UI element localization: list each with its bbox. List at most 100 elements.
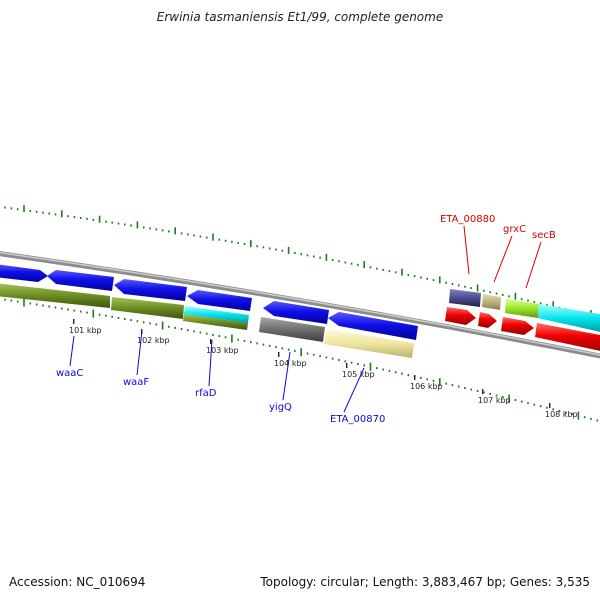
minor-tick [407,273,410,276]
gene-label-waaf: waaF [123,377,149,388]
major-tick [363,261,365,269]
minor-tick [193,234,195,237]
minor-tick [369,266,372,269]
minor-tick [218,238,221,241]
minor-tick [502,395,504,398]
minor-tick [596,419,599,422]
minor-tick [363,364,365,367]
minor-tick [470,388,473,391]
minor-tick [407,374,410,377]
major-tick [98,215,101,223]
minor-tick [489,291,491,294]
minor-tick [10,299,13,302]
minor-tick [73,309,76,312]
minor-tick [4,298,6,301]
gene-label-leader [493,235,513,283]
minor-tick [457,385,460,388]
minor-tick [445,382,447,385]
major-tick [23,205,25,213]
minor-tick [237,338,239,341]
minor-tick [413,275,416,278]
scale-label: 105 kbp [342,370,375,379]
cyan-feature [538,304,600,332]
gene-label-leader [282,351,291,401]
minor-tick [73,216,76,219]
gene-label-secb: secB [532,230,556,241]
cds-arrow-reverse [328,312,418,340]
minor-tick [420,376,422,379]
cds-arrow-reverse [263,301,329,324]
minor-tick [520,400,523,403]
cds-arrow-forward [445,307,476,325]
genome-backbone-highlight [0,252,600,356]
minor-tick [92,218,95,221]
scale-label: 103 kbp [206,346,239,355]
major-tick [61,210,63,218]
minor-tick [464,285,466,288]
minor-tick [205,332,208,335]
reverse-strand-features [0,264,418,358]
minor-tick [514,399,517,402]
minor-tick [111,315,113,318]
major-tick [552,301,554,309]
scale-tick [278,352,280,357]
minor-tick [344,261,347,264]
minor-tick [294,349,296,352]
minor-tick [319,256,321,259]
minor-tick [300,253,302,256]
major-tick [325,253,328,261]
minor-tick [67,215,69,218]
minor-tick [155,228,158,231]
minor-tick [29,302,32,305]
major-tick [161,321,164,330]
minor-tick [35,210,38,213]
minor-tick [558,409,561,412]
minor-tick [426,378,428,381]
minor-tick [325,356,328,359]
minor-tick [256,342,258,345]
minor-tick [136,320,139,323]
minor-tick [54,306,57,309]
minor-tick [105,220,107,223]
minor-tick [205,236,208,239]
gene-label-grxc: grxC [503,224,526,235]
genome-backbone [0,251,600,359]
minor-tick [231,240,233,243]
minor-tick [16,208,19,211]
minor-tick [294,252,296,255]
accession-label: Accession: NC_010694 [9,575,146,589]
scale-tick [482,389,484,394]
minor-tick [583,416,586,419]
minor-tick [256,245,258,248]
minor-tick [388,369,391,372]
minor-tick [394,371,397,374]
minor-tick [306,352,309,355]
minor-tick [161,229,164,232]
minor-tick [483,391,485,394]
scale-tick [414,375,416,380]
cds-arrow-forward [535,323,600,351]
minor-tick [224,336,227,339]
minor-tick [350,361,353,364]
minor-tick [35,303,38,306]
minor-tick [29,209,32,212]
major-tick [439,378,441,387]
minor-tick [590,417,592,420]
olive-feature [111,297,184,319]
minor-tick [306,254,309,257]
grey-feature [259,317,325,342]
gene-label-eta_00870: ETA_00870 [330,414,385,425]
minor-tick [262,246,265,249]
minor-tick [54,213,57,216]
cyan-feature [184,306,249,323]
minor-tick [357,263,359,266]
minor-tick [457,284,460,287]
minor-tick [187,329,189,332]
minor-tick [86,311,88,314]
map-title: Erwinia tasmaniensis Et1/99, complete ge… [156,10,444,24]
minor-tick [48,212,50,215]
minor-tick [79,216,82,219]
cds-arrow-reverse [187,290,252,311]
cds-arrow-reverse [0,264,48,282]
